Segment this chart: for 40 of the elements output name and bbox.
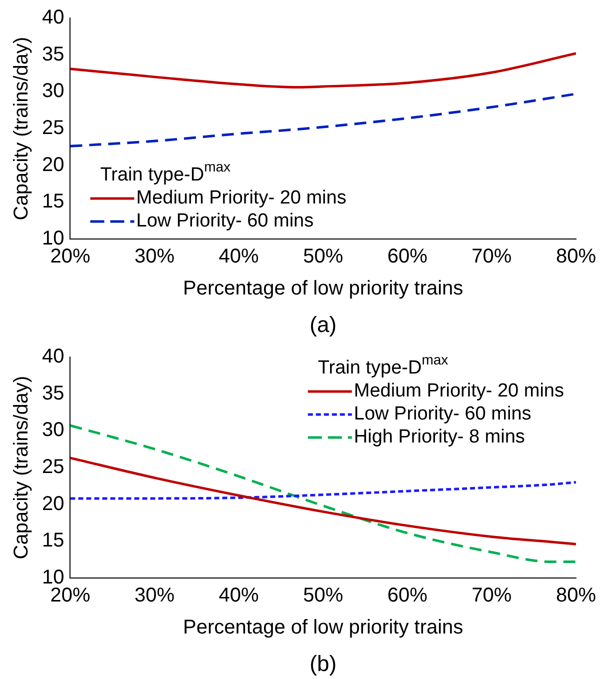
x-tick-label: 60% — [387, 584, 428, 607]
x-tick-label: 80% — [556, 246, 596, 268]
line-series — [70, 52, 576, 88]
x-tick-label: 30% — [134, 584, 175, 607]
line-series — [70, 92, 576, 148]
x-axis-title: Percentage of low priority trains — [183, 616, 464, 639]
y-axis-title: Capacity (trains/day) — [10, 36, 33, 220]
text: (a) — [310, 312, 337, 338]
x-tick-label: 70% — [472, 584, 512, 607]
x-tick-label: 70% — [472, 246, 512, 268]
legend-label: Low Priority- 60 mins — [136, 210, 314, 232]
y-tick-label: 35 — [42, 382, 64, 404]
y-tick-label: 40 — [42, 6, 64, 29]
y-tick-label: 15 — [42, 190, 64, 213]
line-series — [70, 424, 576, 564]
y-tick-label: 20 — [42, 492, 64, 515]
y-tick-label: 20 — [42, 154, 64, 176]
x-tick-label: 50% — [303, 246, 344, 268]
x-tick-label: 50% — [303, 584, 344, 607]
x-tick-label: 60% — [387, 246, 428, 268]
legend-label: Medium Priority- 20 mins — [354, 380, 564, 402]
legend-label: Low Priority- 60 mins — [354, 404, 532, 425]
y-tick-label: 25 — [42, 117, 64, 140]
legend-label: High Priority- 8 mins — [354, 426, 525, 448]
x-tick-label: 40% — [218, 584, 260, 607]
y-tick-label: 15 — [42, 530, 64, 552]
line-series — [70, 480, 576, 500]
text: (b) — [310, 651, 337, 676]
x-tick-label: 40% — [218, 246, 260, 268]
y-tick-label: 30 — [42, 419, 64, 442]
y-tick-label: 40 — [42, 346, 64, 368]
y-axis-title: Capacity (trains/day) — [10, 376, 33, 560]
x-axis-title: Percentage of low priority trains — [183, 278, 464, 300]
x-tick-label: 30% — [134, 246, 175, 268]
y-tick-label: 30 — [42, 80, 64, 102]
y-tick-label: 35 — [42, 43, 64, 66]
y-tick-label: 25 — [42, 456, 64, 478]
x-tick-label: 80% — [556, 584, 596, 607]
line-series — [70, 456, 576, 546]
legend-label: Medium Priority- 20 mins — [136, 188, 346, 209]
